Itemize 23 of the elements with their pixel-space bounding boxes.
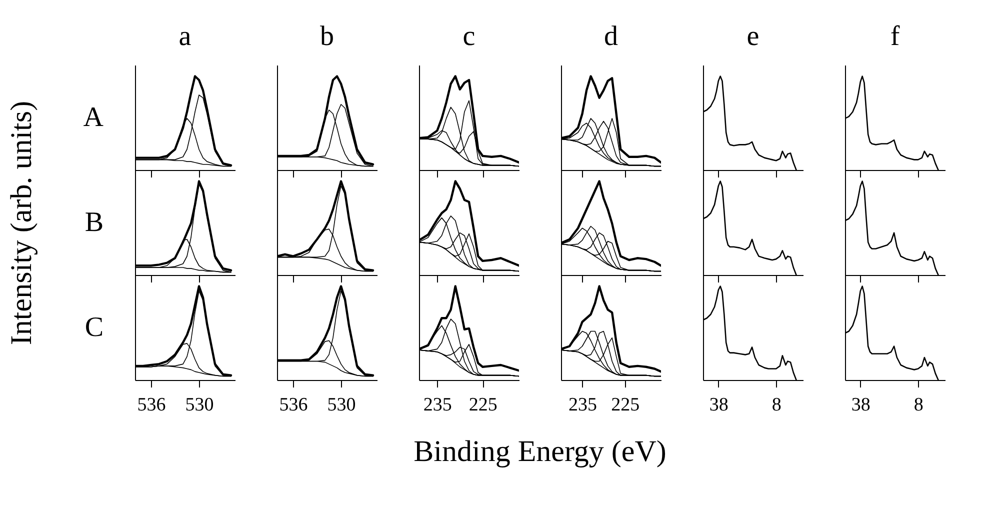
y-axis-title: A bbox=[83, 102, 104, 133]
x-tick-label: 38 bbox=[709, 394, 728, 416]
chart-title: a bbox=[178, 21, 192, 52]
chart-title: f bbox=[890, 21, 900, 52]
x-tick-label: 536 bbox=[137, 394, 166, 416]
chart-title: b bbox=[320, 21, 334, 52]
text: Intensity (arb. units) bbox=[5, 100, 39, 345]
x-tick-label: 530 bbox=[327, 394, 356, 416]
chart-title: e bbox=[746, 21, 760, 52]
x-tick-label: 235 bbox=[568, 394, 598, 416]
x-tick-label: 8 bbox=[772, 394, 782, 416]
x-tick-label: 225 bbox=[611, 394, 640, 416]
text: Binding Energy (eV) bbox=[414, 435, 666, 469]
chart-title: c bbox=[462, 21, 476, 52]
x-tick-label: 8 bbox=[914, 394, 924, 416]
x-tick-label: 235 bbox=[423, 394, 452, 416]
y-axis-title: B bbox=[84, 207, 104, 238]
x-tick-label: 536 bbox=[279, 394, 308, 416]
y-axis-title: C bbox=[84, 312, 104, 343]
x-tick-label: 225 bbox=[468, 394, 498, 416]
x-tick-label: 530 bbox=[185, 394, 214, 416]
x-tick-label: 38 bbox=[851, 394, 870, 416]
chart-title: d bbox=[604, 21, 618, 52]
